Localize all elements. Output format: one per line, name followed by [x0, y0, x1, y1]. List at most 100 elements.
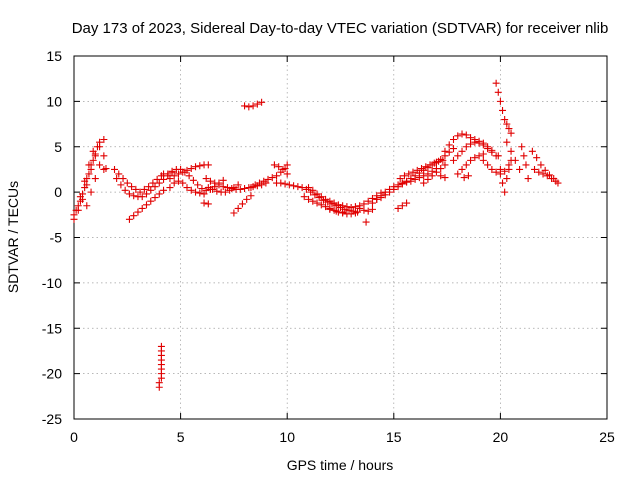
data-point [128, 183, 136, 191]
data-point [405, 170, 413, 178]
data-point [236, 185, 244, 193]
data-point [422, 163, 430, 171]
data-point [192, 188, 200, 196]
data-point [96, 161, 104, 169]
data-point [492, 79, 500, 87]
data-point [552, 177, 560, 185]
data-point [305, 184, 313, 192]
tick-labels: 0 5 10 15 20 25 -25 -20 -15 -10 -5 0 5 10 15 [42, 48, 615, 445]
data-point [503, 120, 511, 128]
series-arc-m [166, 177, 208, 198]
data-point [415, 174, 423, 182]
data-point [138, 193, 146, 201]
data-point [475, 139, 483, 147]
series-arc-ah [454, 150, 487, 178]
data-point [518, 143, 526, 151]
data-point [209, 185, 217, 193]
data-point [309, 197, 317, 205]
data-point [145, 183, 153, 191]
data-point [91, 175, 99, 183]
series-arc-o [204, 181, 242, 196]
data-point [548, 175, 556, 183]
data-point [458, 165, 466, 173]
data-point [377, 192, 385, 200]
data-point [475, 152, 483, 160]
x-tick-label: 5 [177, 429, 185, 445]
data-point [409, 168, 417, 176]
data-point [91, 152, 99, 160]
data-point [501, 167, 509, 175]
data-point [253, 100, 261, 108]
data-point [445, 148, 453, 156]
data-point [488, 148, 496, 156]
data-point [339, 208, 347, 216]
data-point [420, 172, 428, 180]
data-point [381, 188, 389, 196]
data-point [305, 195, 313, 203]
data-point [454, 132, 462, 140]
data-point [196, 162, 204, 170]
data-point [164, 170, 172, 178]
data-point [479, 141, 487, 149]
data-point [155, 190, 163, 198]
data-point [281, 180, 289, 188]
data-point [157, 374, 165, 382]
y-tick-label: -5 [50, 230, 63, 246]
x-tick-label: 20 [493, 429, 509, 445]
data-point [187, 165, 195, 173]
y-tick-label: 10 [46, 93, 62, 109]
data-point [499, 179, 507, 187]
data-point [543, 172, 551, 180]
data-point [230, 209, 238, 217]
data-point [386, 185, 394, 193]
data-point [298, 184, 306, 192]
data-point [496, 165, 504, 173]
data-point [541, 166, 549, 174]
y-tick-label: 0 [54, 184, 62, 200]
series-arc-e [76, 143, 101, 205]
data-point [441, 174, 449, 182]
x-tick-label: 15 [386, 429, 402, 445]
series-arc-ao [518, 143, 532, 183]
data-points [70, 79, 562, 391]
data-point [435, 157, 443, 165]
data-point [125, 215, 133, 223]
data-point [467, 156, 475, 164]
series-arc-al [492, 79, 515, 137]
data-point [430, 159, 438, 167]
plot-frame [73, 55, 608, 420]
data-point [243, 195, 251, 203]
data-point [247, 184, 255, 192]
series-arc-f [100, 165, 110, 173]
data-point [268, 174, 276, 182]
series-arc-ab [368, 165, 440, 207]
data-point [467, 140, 475, 148]
data-point [437, 165, 445, 173]
y-tick-label: 5 [54, 139, 62, 155]
data-point [166, 184, 174, 192]
series-arc-s [270, 161, 291, 178]
data-point [275, 163, 283, 171]
data-point [368, 205, 376, 213]
data-point [140, 185, 148, 193]
data-point [279, 165, 287, 173]
data-point [142, 190, 150, 198]
data-point [516, 165, 524, 173]
series-arc-am [494, 152, 515, 196]
data-point [168, 167, 176, 175]
data-point [460, 174, 468, 182]
data-point [501, 188, 509, 196]
data-point [215, 181, 223, 189]
data-point [132, 185, 140, 193]
data-point [283, 161, 291, 169]
data-point [403, 178, 411, 186]
data-point [204, 184, 212, 192]
series-arc-l [166, 161, 212, 183]
data-point [300, 193, 308, 201]
data-point [96, 138, 104, 146]
data-point [87, 165, 95, 173]
data-point [360, 206, 368, 214]
data-point [441, 147, 449, 155]
data-point [524, 175, 532, 183]
